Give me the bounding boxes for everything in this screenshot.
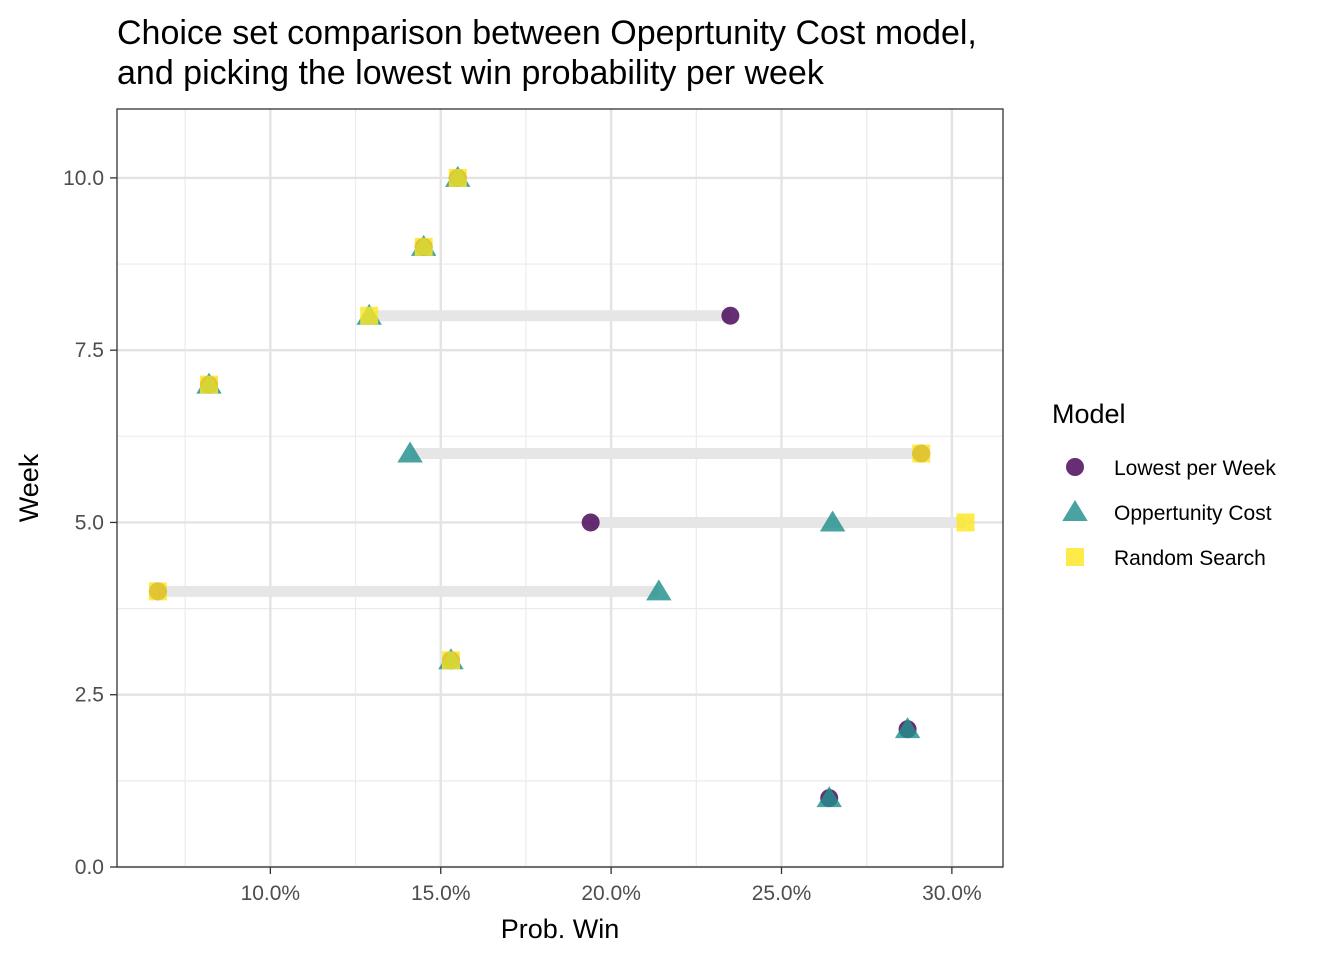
plot-background xyxy=(117,109,1003,867)
point-random-search-week-9 xyxy=(414,237,433,256)
range-bars xyxy=(157,310,966,597)
point-random-search-week-3 xyxy=(441,651,460,670)
x-tick-label: 10.0% xyxy=(241,882,301,905)
legend-label-oppertunity-cost: Oppertunity Cost xyxy=(1114,502,1272,525)
point-random-search-week-8 xyxy=(360,306,379,325)
legend-title: Model xyxy=(1052,399,1126,429)
point-oppertunity-cost-week-1 xyxy=(816,786,842,808)
grid-minor-lines xyxy=(117,109,1003,867)
legend-key-lowest-per-week xyxy=(1066,458,1084,476)
point-random-search-week-5 xyxy=(956,513,975,532)
plot-panel-border xyxy=(116,108,1004,868)
point-oppertunity-cost-week-6 xyxy=(397,441,423,463)
point-random-search-week-6 xyxy=(912,444,931,463)
grid-major-lines xyxy=(117,109,1003,869)
y-tick-label: 10.0 xyxy=(63,167,104,190)
chart-title-line-1: Choice set comparison between Opeprtunit… xyxy=(117,14,977,52)
point-random-search-week-7 xyxy=(200,375,219,394)
point-random-search-week-4 xyxy=(148,582,167,601)
x-tick-label: 20.0% xyxy=(581,882,641,905)
legend-key-oppertunity-cost xyxy=(1062,500,1088,521)
y-axis-title: Week xyxy=(14,453,44,522)
point-random-search-week-10 xyxy=(448,168,467,187)
x-tick-label: 15.0% xyxy=(411,882,471,905)
data-points xyxy=(148,165,975,808)
y-tick-label: 7.5 xyxy=(75,339,104,362)
point-oppertunity-cost-week-4 xyxy=(646,579,672,601)
legend-label-random-search: Random Search xyxy=(1114,547,1266,570)
point-oppertunity-cost-week-2 xyxy=(894,717,921,739)
chart-title-line-2: and picking the lowest win probability p… xyxy=(117,54,825,92)
y-tick-label: 0.0 xyxy=(75,856,104,879)
point-oppertunity-cost-week-5 xyxy=(819,510,846,532)
x-tick-label: 30.0% xyxy=(922,882,982,905)
x-tick-label: 25.0% xyxy=(752,882,812,905)
legend-key-random-search xyxy=(1066,548,1084,566)
point-lowest-per-week-week-8 xyxy=(721,306,740,325)
y-axis-ticks: 0.0 2.5 5.0 7.5 10.0 xyxy=(63,167,117,879)
y-tick-label: 5.0 xyxy=(75,511,104,534)
x-axis-title: Prob. Win xyxy=(501,914,620,944)
legend: Model Lowest per Week Oppertunity Cost Ran… xyxy=(1052,399,1276,570)
legend-label-lowest-per-week: Lowest per Week xyxy=(1114,457,1276,480)
y-tick-label: 2.5 xyxy=(75,684,104,707)
point-lowest-per-week-week-5 xyxy=(581,513,600,532)
x-axis-ticks: 10.0% 15.0% 20.0% 25.0% 30.0% xyxy=(241,867,982,905)
